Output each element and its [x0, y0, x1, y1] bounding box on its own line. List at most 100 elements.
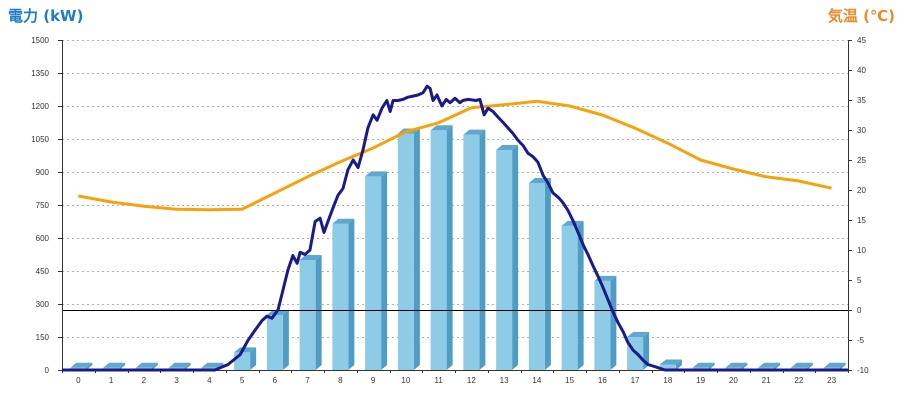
- bar-front-face: [561, 225, 578, 370]
- x-axis-ticks: 0 1 2 3 4 5 6 7 8 9 10 11 12 13 14 15 16 17 18 19 20 21 22 23: [76, 376, 836, 385]
- bar-front-face: [659, 364, 676, 370]
- x-tick-label: 8: [338, 376, 343, 385]
- bar-front-face: [463, 134, 480, 370]
- bar-side-face: [512, 145, 519, 370]
- bar-top-face: [201, 362, 224, 368]
- bar-top-face: [70, 362, 93, 368]
- right-tick-label: 0: [857, 306, 862, 315]
- bar-side-face: [774, 362, 781, 370]
- bar-side-face: [839, 362, 846, 370]
- bar-side-face: [250, 347, 257, 370]
- x-tick-label: 18: [663, 376, 672, 385]
- x-tick-label: 12: [467, 376, 476, 385]
- temperature-line: [78, 99, 832, 212]
- right-tick-label: 15: [857, 216, 866, 225]
- x-tick-label: 9: [371, 376, 376, 385]
- bar-hour-13: [496, 145, 519, 370]
- left-tick-label: 300: [36, 300, 50, 309]
- bar-top-face: [299, 255, 322, 260]
- x-tick-label: 19: [696, 376, 705, 385]
- x-tick-label: 16: [598, 376, 607, 385]
- right-tick-label: 20: [857, 186, 866, 195]
- right-tick-label: 40: [857, 66, 866, 75]
- bar-hour-9: [365, 171, 388, 370]
- bar-front-face: [528, 183, 545, 370]
- bar-side-face: [675, 359, 682, 370]
- bar-top-face: [463, 129, 486, 135]
- bar-top-face: [365, 171, 388, 177]
- right-axis-ticks: -10 -5 0 5 10 15 20 25 30 35 40 45: [848, 36, 869, 375]
- x-tick-label: 21: [762, 376, 771, 385]
- x-tick-label: 6: [273, 376, 278, 385]
- bar-side-face: [315, 255, 322, 370]
- bar-top-face: [332, 218, 355, 224]
- bar-side-face: [741, 362, 748, 370]
- x-tick-label: 7: [305, 376, 310, 385]
- bar-front-face: [299, 260, 316, 370]
- bar-top-face: [135, 362, 158, 368]
- left-tick-label: 1500: [31, 36, 49, 45]
- x-tick-label: 1: [109, 376, 114, 385]
- left-axis-title: 電力 (kW): [8, 7, 83, 25]
- bar-top-face: [725, 362, 748, 368]
- right-tick-label: 30: [857, 126, 866, 135]
- bar-side-face: [348, 218, 355, 370]
- bar-front-face: [365, 176, 382, 370]
- x-tick-label: 10: [401, 376, 410, 385]
- bar-front-face: [496, 150, 513, 370]
- bar-side-face: [282, 310, 289, 370]
- bar-front-face: [332, 223, 349, 370]
- bar-top-face: [823, 362, 846, 368]
- bar-hour-18: [659, 359, 682, 370]
- left-tick-label: 600: [36, 234, 50, 243]
- right-axis-title: 気温 (℃): [828, 7, 895, 25]
- x-tick-label: 13: [500, 376, 509, 385]
- bar-side-face: [86, 362, 93, 370]
- left-tick-label: 0: [45, 366, 50, 375]
- left-tick-label: 450: [36, 267, 50, 276]
- x-tick-label: 0: [76, 376, 81, 385]
- right-tick-label: 45: [857, 36, 866, 45]
- bar-hour-15: [561, 220, 584, 370]
- bar-side-face: [381, 171, 388, 370]
- bar-hour-5: [234, 347, 257, 370]
- bar-top-face: [496, 145, 519, 150]
- bar-series: [70, 125, 846, 370]
- right-tick-label: 25: [857, 156, 866, 165]
- left-tick-label: 900: [36, 168, 50, 177]
- x-tick-label: 2: [142, 376, 147, 385]
- right-tick-label: 35: [857, 96, 866, 105]
- axes: [62, 40, 849, 373]
- x-tick-label: 4: [207, 376, 212, 385]
- bar-side-face: [446, 125, 453, 370]
- bar-top-face: [659, 359, 682, 365]
- bar-side-face: [184, 362, 191, 370]
- bar-hour-11: [430, 125, 453, 370]
- x-tick-label: 23: [827, 376, 836, 385]
- x-tick-label: 14: [532, 376, 541, 385]
- bar-hour-6: [266, 310, 289, 370]
- left-axis-ticks: 0 150 300 450 600 750 900 1050 1200 1350 1500: [31, 36, 62, 375]
- bar-top-face: [266, 310, 289, 315]
- bar-front-face: [234, 352, 251, 370]
- bar-side-face: [708, 362, 715, 370]
- bar-front-face: [594, 280, 611, 370]
- right-tick-label: 10: [857, 246, 866, 255]
- bar-side-face: [577, 220, 584, 370]
- x-tick-label: 20: [729, 376, 738, 385]
- x-tick-label: 15: [565, 376, 574, 385]
- bar-top-face: [103, 362, 126, 368]
- bar-hour-10: [397, 128, 420, 370]
- left-tick-label: 1350: [31, 69, 49, 78]
- bar-top-face: [430, 125, 453, 131]
- bar-top-face: [790, 362, 813, 368]
- x-tick-label: 3: [174, 376, 179, 385]
- left-tick-label: 750: [36, 201, 50, 210]
- bar-top-face: [758, 362, 781, 368]
- bar-top-face: [234, 347, 257, 353]
- gridlines: [62, 40, 848, 338]
- x-tick-label: 17: [631, 376, 640, 385]
- bar-top-face: [627, 332, 650, 337]
- bar-hour-8: [332, 218, 355, 370]
